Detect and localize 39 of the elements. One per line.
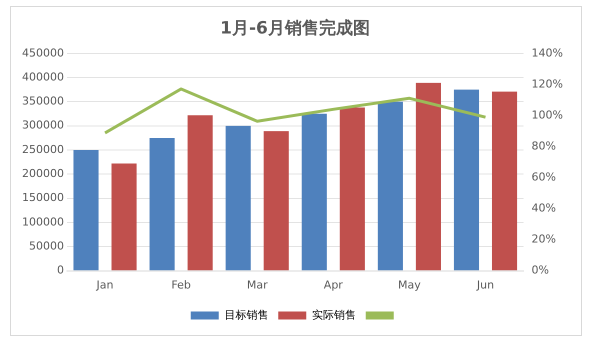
bar	[112, 164, 137, 270]
y2-tick-label: 80%	[532, 139, 556, 152]
bar	[150, 138, 175, 270]
y-tick-label: 450000	[22, 46, 64, 60]
bar	[302, 114, 327, 270]
legend-label: 实际销售	[312, 308, 356, 322]
bar	[188, 115, 213, 270]
y2-tick-label: 20%	[532, 232, 556, 246]
y-tick-label: 300000	[22, 118, 64, 132]
y2-tick-label: 120%	[532, 77, 564, 90]
x-tick-label: Mar	[246, 278, 268, 292]
bar	[226, 126, 251, 270]
legend-label: 目标销售	[224, 308, 268, 322]
y-tick-label: 400000	[22, 70, 64, 84]
bar	[492, 92, 518, 270]
x-tick-label: Jun	[476, 278, 494, 292]
y-tick-label: 100000	[22, 215, 64, 228]
bar	[73, 150, 99, 270]
bar	[340, 108, 365, 270]
y-tick-label: 50000	[28, 240, 64, 253]
bar	[378, 102, 403, 270]
bar	[416, 82, 441, 270]
bar	[454, 90, 480, 270]
y-tick-label: 250000	[22, 142, 64, 156]
y-tick-label: 150000	[22, 191, 64, 204]
y2-tick-label: 40%	[532, 202, 556, 215]
y2-tick-label: 0%	[532, 264, 550, 277]
bar	[264, 131, 289, 270]
x-tick-label: May	[398, 278, 422, 292]
x-tick-label: Apr	[324, 278, 344, 292]
y-tick-label: 350000	[22, 94, 64, 108]
y-tick-label: 0	[56, 264, 64, 277]
y2-tick-label: 140%	[532, 46, 564, 60]
x-tick-label: Jan	[96, 278, 114, 292]
y-tick-label: 200000	[22, 167, 64, 180]
chart-title: 1月-6月销售完成图	[220, 18, 370, 39]
y2-tick-label: 60%	[532, 170, 556, 184]
x-tick-label: Feb	[171, 278, 191, 292]
y2-tick-label: 100%	[532, 108, 564, 122]
